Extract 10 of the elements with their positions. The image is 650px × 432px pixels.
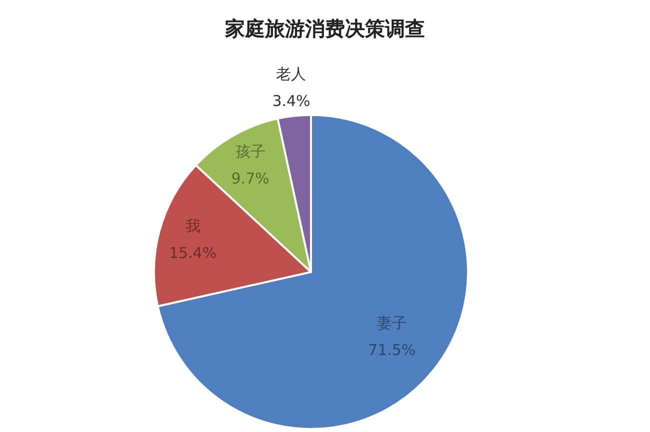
pie-slice bbox=[156, 114, 469, 430]
slice-label: 妻子 bbox=[376, 314, 407, 332]
slice-label: 孩子 bbox=[235, 142, 266, 161]
data-label: 9.7% bbox=[231, 170, 270, 188]
chart-title: 家庭旅游消费决策调查 bbox=[224, 16, 425, 40]
slice-label: 老人 bbox=[276, 64, 306, 83]
slice-label: 我 bbox=[185, 217, 200, 236]
data-label: 3.4% bbox=[272, 92, 310, 110]
data-label: 71.5% bbox=[368, 340, 416, 359]
data-label: 15.4% bbox=[168, 244, 217, 262]
